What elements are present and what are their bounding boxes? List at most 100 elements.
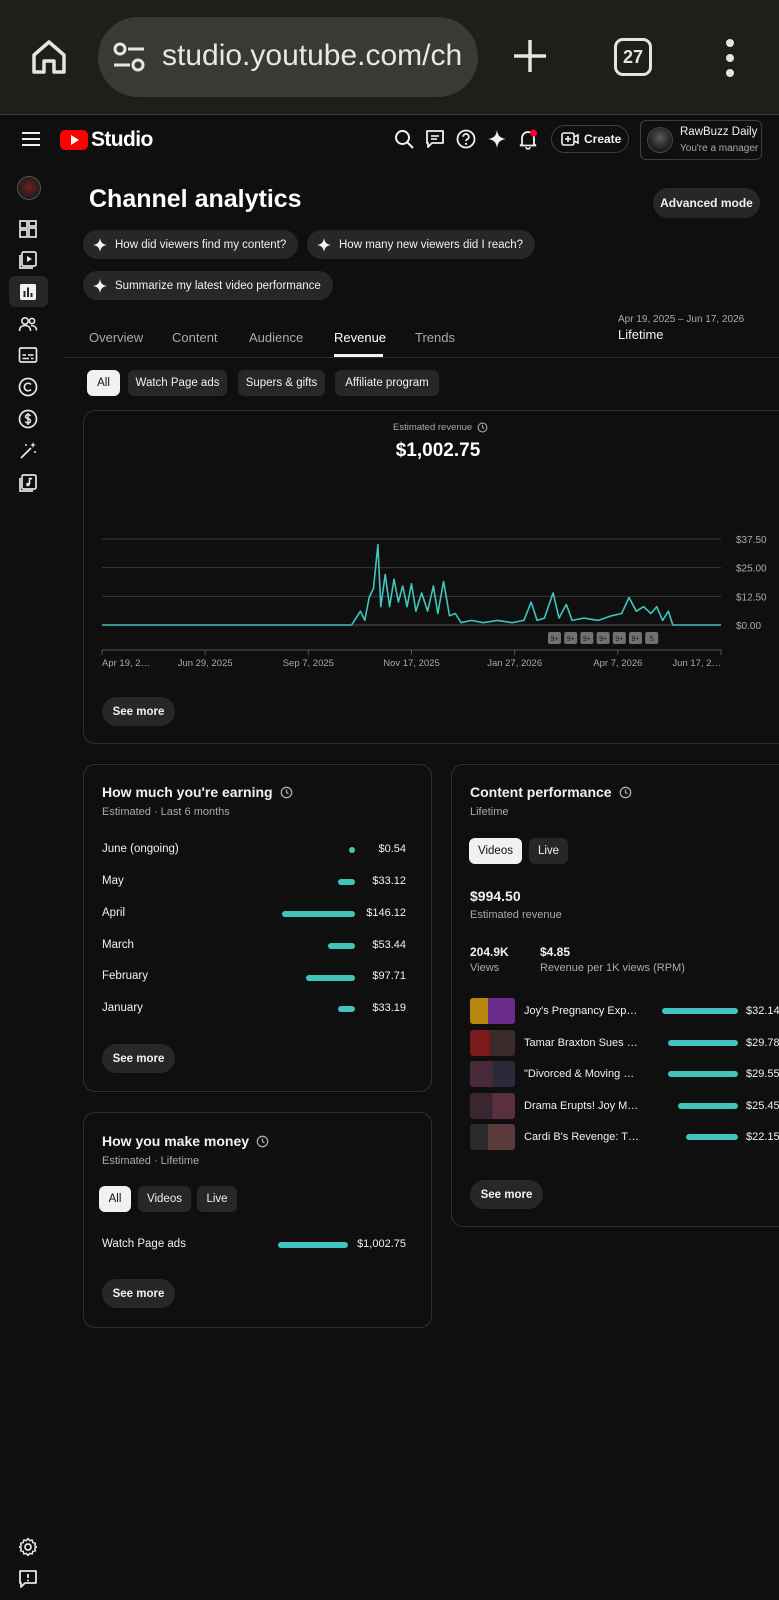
- home-icon[interactable]: [28, 36, 70, 78]
- money-chip-videos[interactable]: Videos: [138, 1186, 191, 1212]
- clock-icon[interactable]: [280, 786, 293, 799]
- dashboard-icon[interactable]: [17, 218, 39, 240]
- earning-row-value: $53.44: [372, 939, 406, 951]
- make-money-card: [83, 1112, 432, 1328]
- tab-revenue[interactable]: Revenue: [334, 330, 387, 345]
- video-title[interactable]: Drama Erupts! Joy M…: [524, 1100, 639, 1112]
- content-icon[interactable]: [17, 249, 39, 271]
- feedback-icon[interactable]: [424, 128, 446, 150]
- filter-affiliate-program[interactable]: Affiliate program: [335, 370, 439, 396]
- value-bar: [685, 1134, 738, 1140]
- more-vert-icon[interactable]: [718, 38, 742, 78]
- account-switcher[interactable]: RawBuzz Daily You're a manager: [640, 120, 762, 160]
- tab-switcher-button[interactable]: 27: [614, 38, 652, 76]
- video-revenue: $29.78: [746, 1037, 779, 1049]
- make-money-card-subtitle: Estimated · Lifetime: [102, 1155, 200, 1167]
- earning-row-label: February: [102, 970, 149, 982]
- video-title[interactable]: Tamar Braxton Sues …: [524, 1037, 638, 1049]
- x-tick-label: Jun 17, 2…: [672, 658, 721, 669]
- address-bar[interactable]: studio.youtube.com/ch: [98, 17, 478, 97]
- see-more-button[interactable]: See more: [102, 1044, 175, 1073]
- video-thumbnail[interactable]: [470, 1030, 515, 1056]
- channel-avatar-rail[interactable]: [17, 176, 41, 200]
- menu-icon[interactable]: [20, 129, 42, 149]
- video-thumbnail[interactable]: [470, 1124, 515, 1150]
- money-chip-all[interactable]: All: [99, 1186, 131, 1212]
- clock-icon[interactable]: [477, 422, 488, 433]
- sparkle-icon: [93, 237, 107, 252]
- copyright-icon[interactable]: [17, 376, 39, 398]
- video-title[interactable]: Joy's Pregnancy Exp…: [524, 1005, 638, 1017]
- video-thumbnail[interactable]: [470, 1093, 515, 1119]
- views-value: 204.9K: [470, 945, 509, 959]
- tabs-divider: [64, 357, 779, 358]
- x-tick-label: Jan 27, 2026: [487, 658, 542, 669]
- annotation-marker: [596, 632, 610, 644]
- studio-logo[interactable]: Studio: [60, 127, 153, 153]
- ai-chip-new-viewers[interactable]: How many new viewers did I reach?: [307, 230, 536, 259]
- search-icon[interactable]: [393, 128, 415, 150]
- revenue-line-chart: $37.50 $25.00 $12.50 $0.00 Apr 19, 2… Jun 29,…: [101, 535, 767, 669]
- tab-content[interactable]: Content: [172, 330, 218, 345]
- x-tick-label: Nov 17, 2025: [383, 658, 440, 669]
- tab-trends[interactable]: Trends: [415, 330, 455, 345]
- page-title: Channel analytics: [89, 185, 302, 213]
- value-bar: [306, 975, 355, 981]
- tab-audience[interactable]: Audience: [249, 330, 304, 345]
- site-settings-icon[interactable]: [112, 41, 146, 73]
- earning-row-value: $0.54: [378, 843, 406, 855]
- filter-supers-gifts[interactable]: Supers & gifts: [238, 370, 325, 396]
- earning-title-text: How much you're earning: [102, 784, 273, 800]
- create-label: Create: [584, 132, 622, 146]
- clock-icon[interactable]: [619, 786, 632, 799]
- date-mode[interactable]: Lifetime: [618, 327, 664, 342]
- send-feedback-icon[interactable]: [17, 1568, 39, 1590]
- earning-row-label: January: [102, 1002, 143, 1014]
- see-more-button[interactable]: See more: [102, 1279, 175, 1308]
- audio-library-icon[interactable]: [17, 472, 39, 494]
- date-range[interactable]: Apr 19, 2025 – Jun 17, 2026: [618, 314, 745, 325]
- earn-icon[interactable]: [17, 408, 39, 430]
- value-bar: [338, 879, 355, 885]
- earning-row-value: $146.12: [366, 907, 406, 919]
- customization-icon[interactable]: [17, 440, 39, 462]
- new-tab-icon[interactable]: [510, 36, 550, 76]
- see-more-button[interactable]: See more: [102, 697, 175, 726]
- annotation-marker-label: 9+: [551, 636, 559, 643]
- earning-row-label: June (ongoing): [102, 843, 179, 855]
- metric-label: Estimated revenue: [393, 422, 488, 433]
- url-text[interactable]: studio.youtube.com/ch: [162, 39, 463, 72]
- value-bar: [662, 1008, 738, 1014]
- video-revenue: $29.55: [746, 1068, 779, 1080]
- sparkle-icon[interactable]: [486, 128, 508, 150]
- clock-icon[interactable]: [256, 1135, 269, 1148]
- tab-overview[interactable]: Overview: [89, 330, 144, 345]
- revenue-chart-card: [83, 410, 779, 744]
- x-tick-label: Jun 29, 2025: [178, 658, 233, 669]
- create-button[interactable]: Create: [551, 125, 629, 153]
- settings-icon[interactable]: [17, 1536, 39, 1558]
- annotation-marker-label: 9+: [632, 636, 640, 643]
- video-thumbnail[interactable]: [470, 1061, 515, 1087]
- subtitles-icon[interactable]: [17, 344, 39, 366]
- help-icon[interactable]: [455, 128, 477, 150]
- sparkle-icon: [93, 278, 107, 293]
- video-title[interactable]: "Divorced & Moving …: [524, 1068, 635, 1080]
- community-icon[interactable]: [17, 313, 39, 335]
- notifications-icon[interactable]: [517, 128, 539, 150]
- video-thumbnail[interactable]: [470, 998, 515, 1024]
- analytics-icon[interactable]: [17, 281, 39, 303]
- filter-all[interactable]: All: [87, 370, 120, 396]
- account-name: RawBuzz Daily: [680, 126, 758, 138]
- ai-chip-viewers-find[interactable]: How did viewers find my content?: [83, 230, 299, 259]
- see-more-button[interactable]: See more: [470, 1180, 543, 1209]
- filter-watch-page-ads[interactable]: Watch Page ads: [128, 370, 227, 396]
- money-chip-live[interactable]: Live: [197, 1186, 237, 1212]
- make-money-card-title: How you make money: [102, 1133, 269, 1149]
- ai-chip-summarize[interactable]: Summarize my latest video performance: [83, 271, 333, 300]
- video-title[interactable]: Cardi B's Revenge: T…: [524, 1131, 640, 1143]
- content-chip-videos[interactable]: Videos: [469, 838, 522, 864]
- earning-card-subtitle: Estimated · Last 6 months: [102, 806, 230, 818]
- content-chip-live[interactable]: Live: [529, 838, 568, 864]
- advanced-mode-button[interactable]: Advanced mode: [653, 188, 760, 218]
